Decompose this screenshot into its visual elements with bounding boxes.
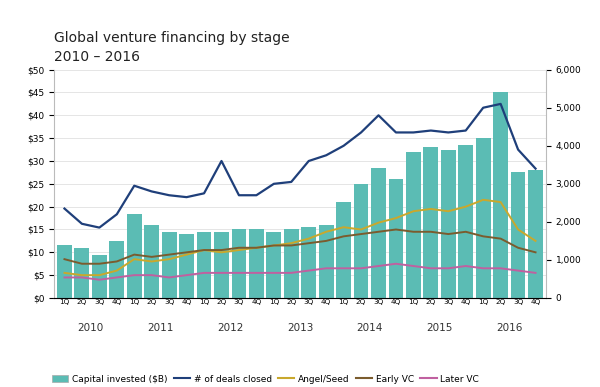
Bar: [179, 234, 194, 298]
Bar: [197, 232, 211, 298]
Bar: [92, 255, 107, 298]
Text: 2010: 2010: [77, 323, 104, 333]
Bar: [249, 229, 264, 298]
Text: 2012: 2012: [217, 323, 244, 333]
Bar: [284, 229, 299, 298]
Bar: [511, 173, 526, 298]
Bar: [371, 168, 386, 298]
Bar: [109, 241, 124, 298]
Bar: [424, 147, 438, 298]
Bar: [301, 227, 316, 298]
Text: 2013: 2013: [287, 323, 313, 333]
Bar: [266, 232, 281, 298]
Bar: [144, 225, 159, 298]
Bar: [528, 170, 543, 298]
Bar: [214, 232, 229, 298]
Bar: [389, 179, 403, 298]
Text: Global venture financing by stage
2010 – 2016: Global venture financing by stage 2010 –…: [54, 31, 290, 64]
Bar: [353, 184, 368, 298]
Legend: Capital invested ($B), # of deals closed, Angel/Seed, Early VC, Later VC: Capital invested ($B), # of deals closed…: [49, 371, 482, 387]
Bar: [458, 145, 473, 298]
Bar: [336, 202, 351, 298]
Bar: [476, 138, 491, 298]
Text: 2011: 2011: [147, 323, 173, 333]
Text: 2014: 2014: [356, 323, 383, 333]
Text: 2016: 2016: [496, 323, 523, 333]
Bar: [232, 229, 247, 298]
Bar: [127, 214, 142, 298]
Bar: [406, 152, 421, 298]
Bar: [57, 245, 72, 298]
Bar: [441, 149, 456, 298]
Bar: [74, 248, 89, 298]
Bar: [162, 232, 176, 298]
Bar: [493, 92, 508, 298]
Text: 2015: 2015: [427, 323, 453, 333]
Bar: [319, 225, 334, 298]
